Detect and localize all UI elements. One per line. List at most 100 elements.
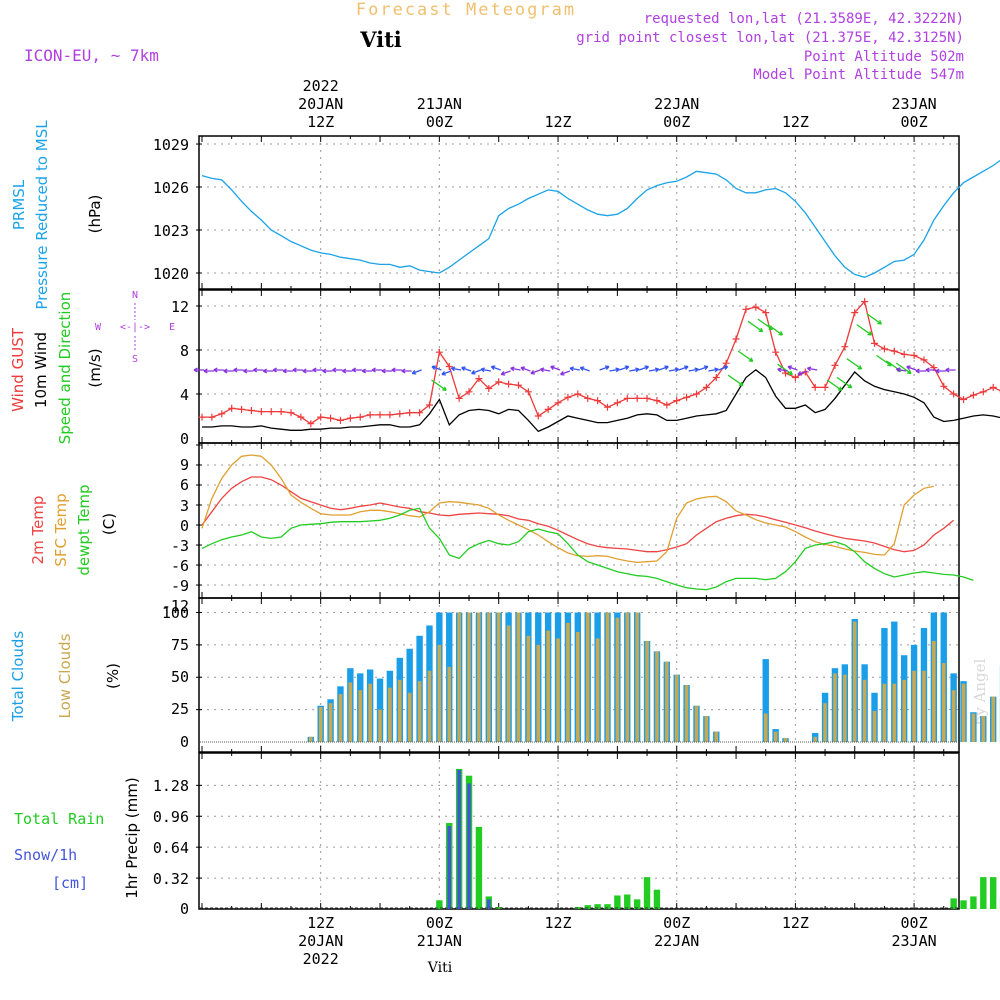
y-tick: 75 <box>171 636 189 654</box>
time-label: 12Z <box>544 914 571 932</box>
requested-coords: requested lon,lat (21.3589E, 42.3222N) <box>644 11 964 27</box>
low-cloud-bar <box>595 638 600 742</box>
snow-bar <box>487 899 491 909</box>
gust-marker <box>505 380 513 388</box>
wind-direction-arrow <box>698 365 709 371</box>
time-label: 12Z <box>307 914 334 932</box>
gust-marker <box>336 416 344 424</box>
cloud-axis-labels: Total Clouds Low Clouds (%) <box>9 631 122 723</box>
temp-unit: (C) <box>100 513 118 535</box>
low-cloud-bar <box>674 674 679 742</box>
wind10m-label: 10m Wind <box>32 332 50 408</box>
gust-marker <box>554 399 562 407</box>
gust-marker <box>752 303 760 311</box>
time-label: 20JAN <box>298 95 343 113</box>
low-cloud-bar <box>684 685 689 742</box>
dewpt-label: dewpt Temp <box>75 484 93 575</box>
wind-direction-arrow <box>757 318 774 331</box>
wind-direction-arrow <box>441 370 452 376</box>
rain-bar <box>653 889 661 909</box>
low-cloud-bar <box>892 683 897 742</box>
low-cloud-bar <box>714 731 719 742</box>
time-label: 21JAN <box>417 95 462 113</box>
y-tick: 25 <box>171 700 189 718</box>
wind-direction-arrow <box>599 365 610 371</box>
rain-bar <box>614 895 621 909</box>
model-label: ICON-EU, ~ 7km <box>24 46 159 65</box>
wind-direction-arrow <box>272 367 284 373</box>
low-clouds-label: Low Clouds <box>56 633 74 718</box>
y-tick: 8 <box>180 342 189 360</box>
dewpt-line <box>201 507 974 591</box>
low-cloud-bar <box>368 683 372 742</box>
gust-marker <box>544 405 552 413</box>
cloud-panel <box>198 597 960 753</box>
time-label: 2022 <box>303 950 339 968</box>
low-cloud-bar <box>417 681 422 742</box>
gust-marker <box>376 411 384 419</box>
low-cloud-bar <box>605 612 610 742</box>
wind-direction-arrow <box>806 366 818 372</box>
y-tick: 0 <box>180 430 189 448</box>
y-tick: 1029 <box>153 136 189 154</box>
gust-marker <box>327 414 335 422</box>
gust-marker <box>475 375 483 383</box>
y-tick: 1023 <box>153 222 189 240</box>
y-tick: -9 <box>171 577 189 595</box>
low-cloud-bar <box>961 683 966 742</box>
gust-marker <box>653 397 661 405</box>
gust-marker <box>297 413 305 421</box>
snow-label: Snow/1h <box>14 846 77 864</box>
gust-marker <box>683 393 691 401</box>
wind-direction-arrow <box>777 363 793 376</box>
rain-bar <box>633 899 641 909</box>
wind-direction-arrow <box>371 367 383 373</box>
gust-marker <box>534 412 542 420</box>
y-tick: 0 <box>180 517 189 535</box>
gust-line <box>202 300 1000 425</box>
gust-marker <box>356 413 364 421</box>
wind-direction-arrow <box>737 350 754 362</box>
low-cloud-bar <box>526 635 531 742</box>
wind-direction-arrow <box>629 367 640 373</box>
gust-marker <box>950 390 958 398</box>
time-label: 23JAN <box>892 95 937 113</box>
prmsl-long-label: Pressure Reduced to MSL <box>33 120 51 310</box>
gust-marker <box>247 407 255 414</box>
rain-bar <box>970 896 977 909</box>
gust-marker <box>693 390 700 398</box>
wind-direction-arrow <box>500 370 511 376</box>
temp2m-line <box>201 476 955 553</box>
low-cloud-bar <box>843 674 847 742</box>
wind-direction-arrow <box>510 366 521 372</box>
y-tick: 1.28 <box>153 777 189 795</box>
wind-direction-arrow <box>777 367 788 373</box>
low-cloud-bar <box>645 640 649 742</box>
wind-speed-line <box>202 368 1000 433</box>
low-cloud-bar <box>407 692 412 742</box>
low-cloud-bar <box>447 666 452 742</box>
wind-y-ticks: 12 8 4 0 <box>171 298 189 448</box>
gust-marker <box>594 397 602 405</box>
wind-direction-arrow <box>915 368 926 374</box>
wind-direction-arrow <box>876 354 892 367</box>
gust-marker <box>960 396 968 403</box>
gust-marker <box>722 359 730 367</box>
total-cloud-bar <box>891 621 898 742</box>
low-cloud-bar <box>991 696 995 742</box>
wind-unit: (m/s) <box>86 348 104 387</box>
wind-direction-arrow <box>895 362 912 375</box>
gust-marker <box>841 343 849 351</box>
low-cloud-bar <box>506 625 511 742</box>
wind-direction-arrow <box>213 367 224 373</box>
gust-marker <box>702 383 710 391</box>
time-label: 21JAN <box>417 932 462 950</box>
low-cloud-bar <box>694 705 699 742</box>
gust-marker <box>495 378 503 386</box>
wind-direction-arrow <box>253 367 264 373</box>
wind-direction-arrow <box>619 365 630 371</box>
y-tick: -3 <box>171 537 189 555</box>
cloud-unit: (%) <box>104 663 122 689</box>
gust-marker <box>910 352 918 359</box>
gust-label: Wind GUST <box>9 327 27 412</box>
